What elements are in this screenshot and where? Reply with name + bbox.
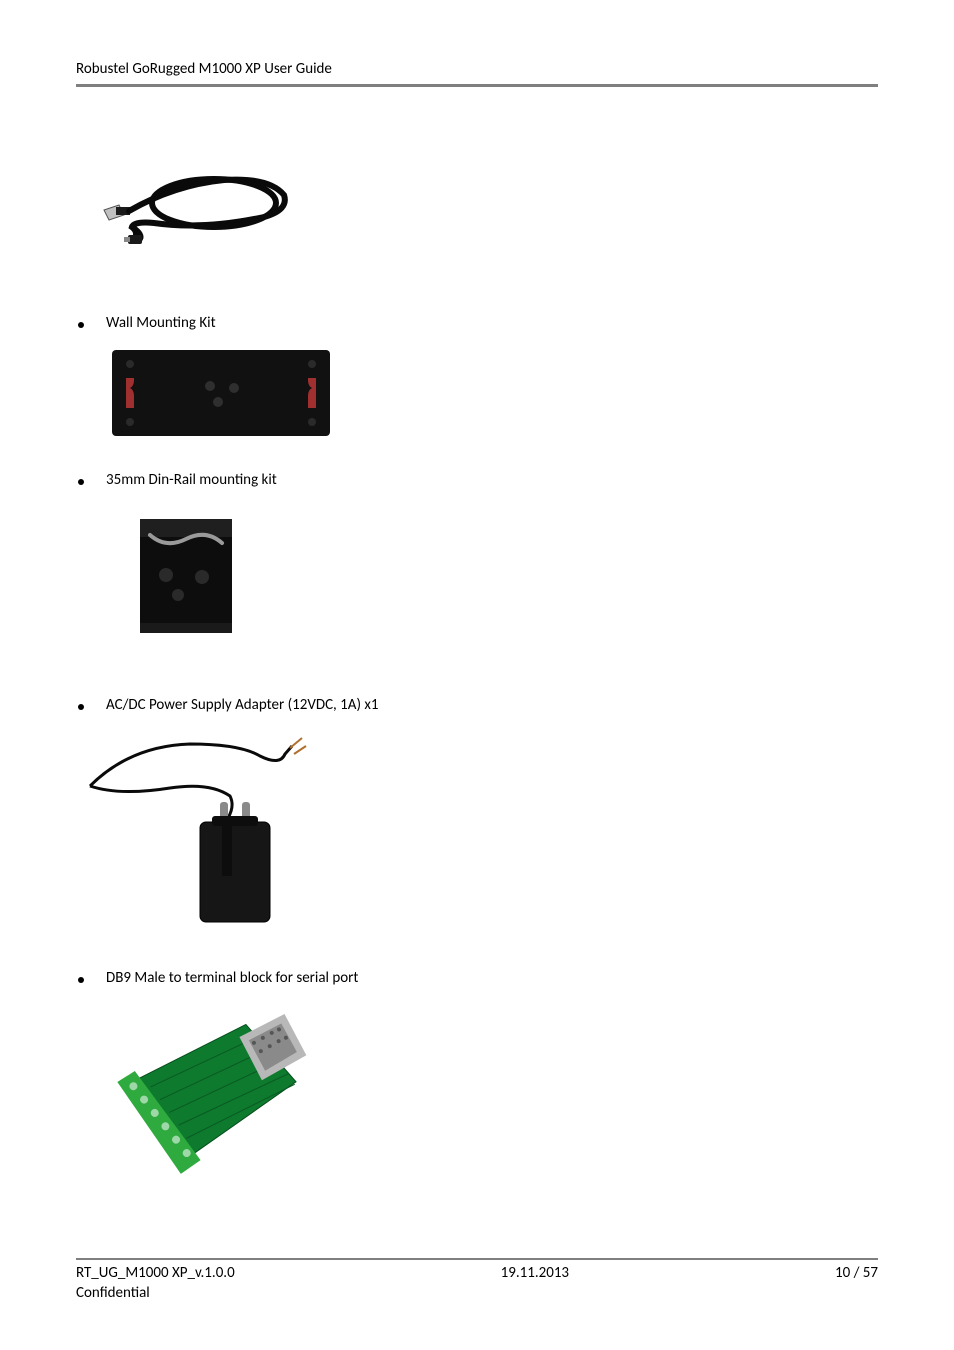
din-rail-image bbox=[106, 501, 878, 656]
list-item: DB9 Male to terminal block for serial po… bbox=[76, 969, 878, 987]
page-footer: RT_UG_M1000 XP_v.1.0.0 19.11.2013 10 / 5… bbox=[76, 1258, 878, 1302]
list-item: Wall Mounting Kit bbox=[76, 314, 878, 332]
item-label: 35mm Din-Rail mounting kit bbox=[106, 471, 277, 489]
usb-cable-icon bbox=[84, 135, 294, 247]
item-label: AC/DC Power Supply Adapter (12VDC, 1A) x… bbox=[106, 696, 379, 714]
footer-confidential: Confidential bbox=[76, 1284, 878, 1302]
db9-terminal-image bbox=[94, 999, 878, 1184]
power-adapter-icon bbox=[80, 726, 310, 936]
footer-rule bbox=[76, 1258, 878, 1260]
item-label: Wall Mounting Kit bbox=[106, 314, 216, 332]
wall-mount-image bbox=[106, 344, 878, 447]
bullet-icon bbox=[78, 977, 84, 983]
power-adapter-image bbox=[80, 726, 878, 941]
item-label: DB9 Male to terminal block for serial po… bbox=[106, 969, 358, 987]
page-content: Wall Mounting Kit 35mm Din-Rail mounting… bbox=[76, 135, 878, 1184]
usb-cable-image bbox=[84, 135, 878, 252]
header-title: Robustel GoRugged M1000 XP User Guide bbox=[76, 60, 878, 78]
document-page: Robustel GoRugged M1000 XP User Guide Wa… bbox=[0, 0, 954, 1350]
header-rule bbox=[76, 84, 878, 87]
bullet-icon bbox=[78, 322, 84, 328]
wall-mount-icon bbox=[106, 344, 336, 442]
bullet-icon bbox=[78, 479, 84, 485]
footer-row: RT_UG_M1000 XP_v.1.0.0 19.11.2013 10 / 5… bbox=[76, 1264, 878, 1282]
list-item: AC/DC Power Supply Adapter (12VDC, 1A) x… bbox=[76, 696, 878, 714]
db9-terminal-icon bbox=[94, 999, 324, 1179]
list-item: 35mm Din-Rail mounting kit bbox=[76, 471, 878, 489]
footer-date: 19.11.2013 bbox=[235, 1264, 835, 1282]
footer-page: 10 / 57 bbox=[835, 1264, 878, 1282]
footer-doc-id: RT_UG_M1000 XP_v.1.0.0 bbox=[76, 1264, 235, 1282]
din-rail-icon bbox=[106, 501, 266, 651]
bullet-icon bbox=[78, 704, 84, 710]
